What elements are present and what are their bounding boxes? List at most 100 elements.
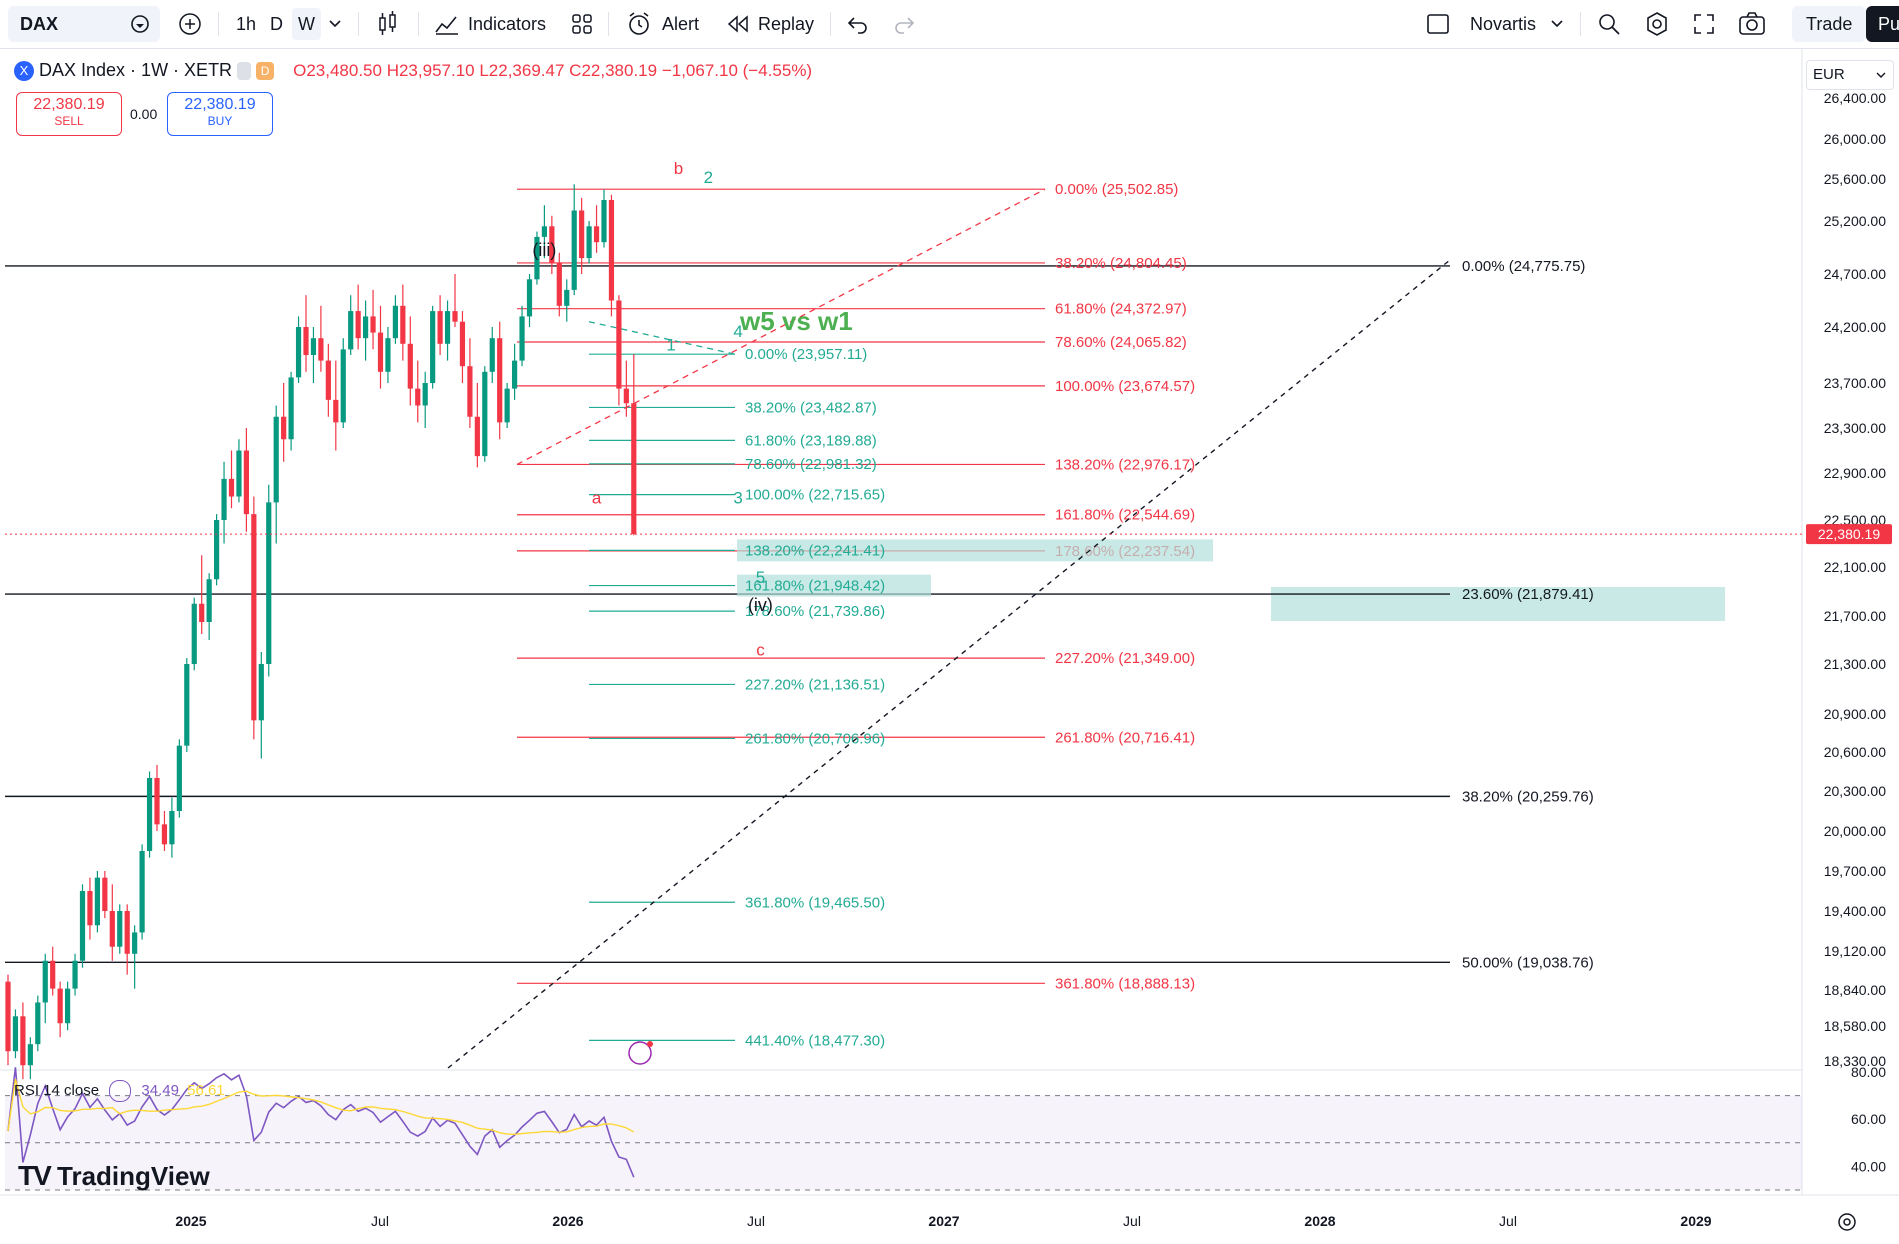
fib-teal-label: 261.80% (20,706.96)	[745, 730, 885, 747]
candle-body	[556, 263, 562, 306]
candles-icon[interactable]	[376, 10, 400, 38]
fib-black-label: 23.60% (21,879.41)	[1462, 586, 1594, 603]
fib-black-label: 50.00% (19,038.76)	[1462, 954, 1594, 971]
rsi-settings-icon[interactable]	[109, 1080, 132, 1102]
fib-red-label: 38.20% (24,804.45)	[1055, 255, 1187, 272]
candle-body	[191, 603, 197, 664]
replay-icon[interactable]	[726, 13, 750, 35]
candle-body	[57, 988, 63, 1024]
candle-body	[221, 478, 227, 520]
quick-search-icon[interactable]	[1596, 11, 1622, 37]
time-tick-label: Jul	[371, 1213, 389, 1229]
candle-body	[363, 316, 369, 339]
event-dot	[647, 1041, 653, 1047]
time-tick-label: 2029	[1680, 1213, 1711, 1229]
add-symbol-icon[interactable]	[178, 12, 202, 36]
price-tick-label: 19,400.00	[1824, 903, 1886, 919]
candle-body	[564, 289, 570, 306]
candle-body	[541, 226, 547, 237]
candle-body	[281, 416, 287, 440]
fib-teal-label: 441.40% (18,477.30)	[745, 1032, 885, 1049]
candle-body	[94, 877, 100, 926]
price-tick-label: 21,700.00	[1824, 608, 1886, 624]
camera-icon[interactable]	[1738, 11, 1766, 37]
trade-button[interactable]: Trade	[1792, 6, 1867, 42]
candle-body	[586, 226, 592, 259]
time-tick-label: Jul	[1123, 1213, 1141, 1229]
indicators-button[interactable]: Indicators	[468, 13, 547, 34]
candle-body	[504, 388, 510, 423]
candle-body	[199, 603, 205, 622]
account-name[interactable]: Novartis	[1470, 13, 1537, 34]
candle-body	[288, 377, 294, 440]
candle-body	[87, 891, 93, 926]
legend-open: O23,480.50	[293, 61, 382, 80]
price-tick-label: 20,300.00	[1824, 783, 1886, 799]
interval-d[interactable]: D	[270, 13, 283, 34]
buy-price: 22,380.19	[184, 96, 256, 113]
fib-red-label: 161.80% (22,544.69)	[1055, 507, 1195, 524]
rsi-tick-label: 80.00	[1851, 1064, 1886, 1080]
undo-icon[interactable]	[846, 12, 870, 36]
rsi-legend[interactable]: RSI 14 close 34.49 56.61	[14, 1080, 225, 1102]
replay-button[interactable]: Replay	[758, 13, 815, 34]
interval-1h[interactable]: 1h	[236, 13, 257, 34]
candle-body	[42, 960, 48, 1003]
fullscreen-icon[interactable]	[1692, 12, 1716, 36]
sell-button[interactable]: 22,380.19 SELL	[16, 92, 122, 136]
layout-icon[interactable]	[1426, 12, 1450, 36]
alert-button[interactable]: Alert	[662, 13, 700, 34]
candle-body	[437, 311, 443, 344]
templates-icon[interactable]	[570, 12, 594, 36]
indicators-icon[interactable]	[434, 12, 460, 36]
currency-select[interactable]: EUR	[1806, 60, 1894, 90]
compare-icon[interactable]	[130, 14, 150, 34]
rsi-tick-label: 60.00	[1851, 1111, 1886, 1127]
wave-label: 2	[704, 168, 713, 187]
publish-button[interactable]: Pu	[1866, 6, 1899, 42]
interval-w[interactable]: W	[292, 8, 321, 40]
fib-red-label: 61.80% (24,372.97)	[1055, 301, 1187, 318]
settings-icon[interactable]	[1644, 11, 1670, 37]
candle-body	[20, 1016, 26, 1066]
candle-body	[65, 988, 71, 1024]
candle-body	[318, 338, 324, 361]
candle-body	[355, 311, 361, 339]
candle-body	[459, 321, 466, 367]
alert-icon[interactable]	[626, 11, 652, 37]
candle-body	[154, 778, 160, 825]
price-tick-label: 22,100.00	[1824, 559, 1886, 575]
buy-button[interactable]: 22,380.19 BUY	[167, 92, 273, 136]
candle-body	[35, 1002, 41, 1045]
chevron-down-icon[interactable]	[328, 16, 342, 30]
fib-teal-label: 138.20% (22,241.41)	[745, 542, 885, 559]
wave-label: b	[674, 159, 683, 178]
fib-red-label: 227.20% (21,349.00)	[1055, 650, 1195, 667]
candle-body	[370, 316, 376, 333]
candle-body	[482, 371, 488, 457]
chevron-down-icon	[1876, 72, 1886, 78]
candle-body	[325, 360, 331, 400]
candle-body	[206, 579, 212, 622]
redo-icon[interactable]	[892, 12, 916, 36]
price-tick-label: 25,600.00	[1824, 171, 1886, 187]
candle-body	[593, 226, 600, 243]
rsi-title: RSI 14 close	[14, 1081, 100, 1099]
time-tick-label: Jul	[747, 1213, 765, 1229]
sell-price: 22,380.19	[33, 96, 105, 113]
symbol-search[interactable]: DAX	[8, 6, 160, 42]
candle-body	[79, 891, 86, 961]
candle-body	[526, 279, 533, 317]
legend-title[interactable]: DAX Index · 1W · XETR	[39, 60, 233, 80]
fib-teal-label: 161.80% (21,948.42)	[745, 578, 885, 595]
fib-teal-label: 100.00% (22,715.65)	[745, 487, 885, 504]
chart-settings-icon[interactable]	[1836, 1211, 1858, 1233]
price-tick-label: 20,600.00	[1824, 744, 1886, 760]
black-dashed-trendline	[447, 259, 1451, 1069]
time-tick-label: 2027	[928, 1213, 959, 1229]
candle-body	[549, 226, 555, 264]
chevron-down-icon[interactable]	[1550, 16, 1564, 30]
candle-body	[72, 960, 78, 989]
candle-body	[631, 403, 637, 535]
